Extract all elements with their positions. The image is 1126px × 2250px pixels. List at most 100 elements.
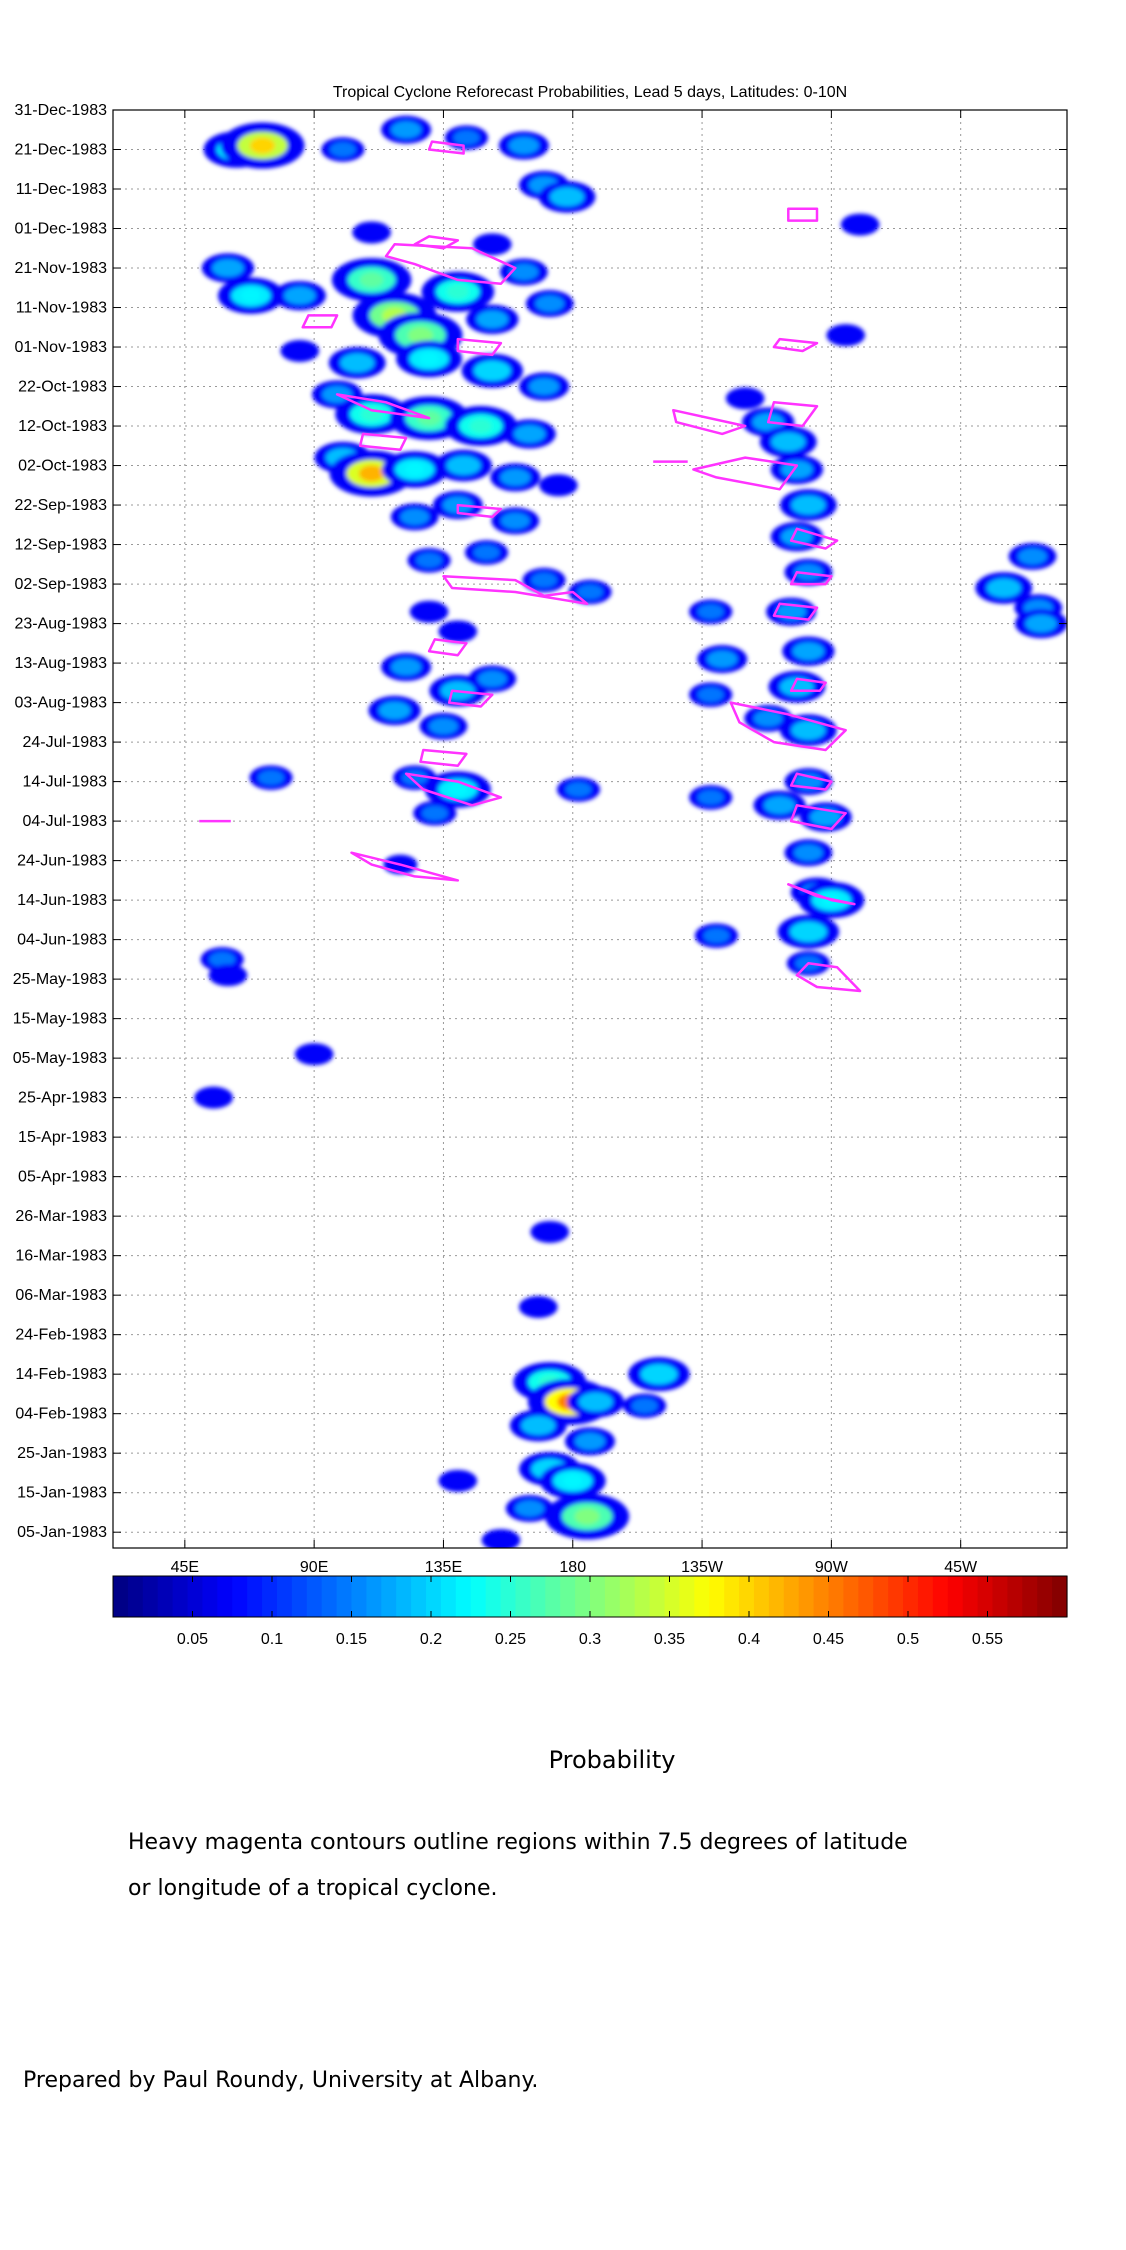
y-tick-label: 13-Aug-1983 xyxy=(14,655,107,672)
probability-blob-mid xyxy=(809,808,842,826)
colorbar-swatch xyxy=(888,1576,904,1617)
cyclone-contour xyxy=(692,456,799,491)
colorbar-swatch xyxy=(1052,1576,1068,1617)
colorbar-swatch xyxy=(932,1576,949,1617)
colorbar-tick-label: 0.3 xyxy=(579,1631,601,1648)
probability-blob xyxy=(409,600,449,623)
caption-line-2: or longitude of a tropical cyclone. xyxy=(128,1876,498,1901)
y-tick-label: 14-Jun-1983 xyxy=(17,892,107,909)
probability-blob-mid xyxy=(771,432,806,452)
x-tick-label: 180 xyxy=(559,1559,586,1576)
y-tick-label: 15-Apr-1983 xyxy=(18,1129,107,1146)
colorbar-swatch xyxy=(679,1576,695,1617)
colorbar-tick-label: 0.05 xyxy=(177,1631,208,1648)
probability-blob-mid xyxy=(515,1500,544,1517)
colorbar-swatch xyxy=(619,1576,636,1617)
y-tick-label: 25-May-1983 xyxy=(13,971,107,988)
colorbar-swatch xyxy=(440,1576,457,1617)
probability-blob-mid xyxy=(794,844,823,861)
y-tick-label: 24-Jun-1983 xyxy=(17,853,107,870)
probability-blob-core xyxy=(419,352,439,366)
cyclone-contour xyxy=(789,570,833,586)
colorbar-swatch xyxy=(366,1576,382,1617)
y-tick-label: 05-Apr-1983 xyxy=(18,1169,107,1186)
probability-blob-mid xyxy=(258,770,285,785)
colorbar-swatch xyxy=(724,1576,740,1617)
probability-blob-core xyxy=(469,419,492,434)
colorbar-label: Probability xyxy=(549,1746,676,1774)
colorbar-swatch xyxy=(858,1576,874,1617)
y-tick-label: 04-Feb-1983 xyxy=(15,1406,107,1423)
colorbar-swatch xyxy=(649,1576,666,1617)
x-tick-label: 90E xyxy=(300,1559,328,1576)
probability-blob-mid xyxy=(509,263,539,281)
probability-blob-mid xyxy=(697,687,724,703)
y-tick-label: 23-Aug-1983 xyxy=(14,616,107,633)
cyclone-contour xyxy=(456,337,503,357)
probability-blob-core xyxy=(574,1508,600,1525)
y-tick-label: 05-Jan-1983 xyxy=(17,1524,107,1541)
colorbar-swatch xyxy=(843,1576,859,1617)
colorbar-swatch xyxy=(1007,1576,1023,1617)
colorbar-swatch xyxy=(113,1576,129,1617)
x-tick-label: 135W xyxy=(681,1559,724,1576)
colorbar-tick-label: 0.1 xyxy=(261,1631,283,1648)
colorbar-swatch xyxy=(291,1576,308,1617)
probability-blob xyxy=(725,387,765,410)
cyclone-contour xyxy=(789,527,839,550)
probability-blob-mid xyxy=(549,187,585,207)
probability-blob-mid xyxy=(284,286,316,305)
colorbar-swatch xyxy=(739,1576,755,1617)
probability-blob-core xyxy=(446,284,469,299)
probability-blob-mid xyxy=(792,642,825,660)
colorbar-swatch xyxy=(396,1576,412,1617)
probability-blob-mid xyxy=(535,295,565,312)
probability-blob-mid xyxy=(416,553,443,568)
probability-blob-core xyxy=(404,463,425,476)
probability-blob xyxy=(208,964,248,987)
y-tick-label: 06-Mar-1983 xyxy=(15,1287,107,1304)
probability-blob-mid xyxy=(575,1432,605,1450)
colorbar-swatch xyxy=(709,1576,725,1617)
cyclone-contour xyxy=(419,748,468,768)
probability-blob-mid xyxy=(986,578,1021,598)
probability-blob-mid xyxy=(631,1398,658,1414)
colorbar-tick-label: 0.35 xyxy=(654,1631,685,1648)
colorbar-swatch xyxy=(962,1576,979,1617)
colorbar-swatch xyxy=(455,1576,472,1617)
probability-blob-mid xyxy=(209,952,236,967)
colorbar-swatch xyxy=(977,1576,994,1617)
colorbar-swatch xyxy=(530,1576,546,1617)
cyclone-contour xyxy=(787,883,856,906)
cyclone-contour xyxy=(772,337,819,353)
probability-blob xyxy=(194,1086,233,1109)
probability-blob-mid xyxy=(703,928,730,943)
cyclone-contour xyxy=(766,401,819,428)
colorbar-swatch xyxy=(426,1576,442,1617)
colorbar-swatch xyxy=(813,1576,830,1617)
colorbar-tick-label: 0.2 xyxy=(420,1631,442,1648)
y-tick-label: 24-Feb-1983 xyxy=(15,1327,107,1344)
cyclone-contour xyxy=(442,574,589,606)
colorbar-swatch xyxy=(217,1576,233,1617)
probability-blob xyxy=(352,221,391,244)
probability-blob xyxy=(280,339,320,362)
colorbar-swatch xyxy=(664,1576,681,1617)
x-axis: 45E 90E 135E 180 135W 90W 45W xyxy=(171,110,978,1576)
caption-line-1: Heavy magenta contours outline regions w… xyxy=(128,1830,908,1855)
cyclone-contour xyxy=(456,503,503,519)
colorbar-swatch xyxy=(411,1576,427,1617)
probability-blob xyxy=(438,1469,478,1492)
y-tick-label: 02-Sep-1983 xyxy=(14,576,107,593)
probability-blob-mid xyxy=(791,720,826,740)
probability-blob-mid xyxy=(789,921,827,942)
probability-blob-mid xyxy=(508,137,539,154)
probability-blob-core xyxy=(359,465,385,482)
colorbar-swatch xyxy=(1022,1576,1038,1617)
probability-blob-mid xyxy=(577,584,603,600)
y-tick-label: 16-Mar-1983 xyxy=(15,1248,107,1265)
cyclone-contours xyxy=(199,140,862,993)
colorbar-swatch xyxy=(604,1576,621,1617)
probability-blob-mid xyxy=(500,469,531,486)
